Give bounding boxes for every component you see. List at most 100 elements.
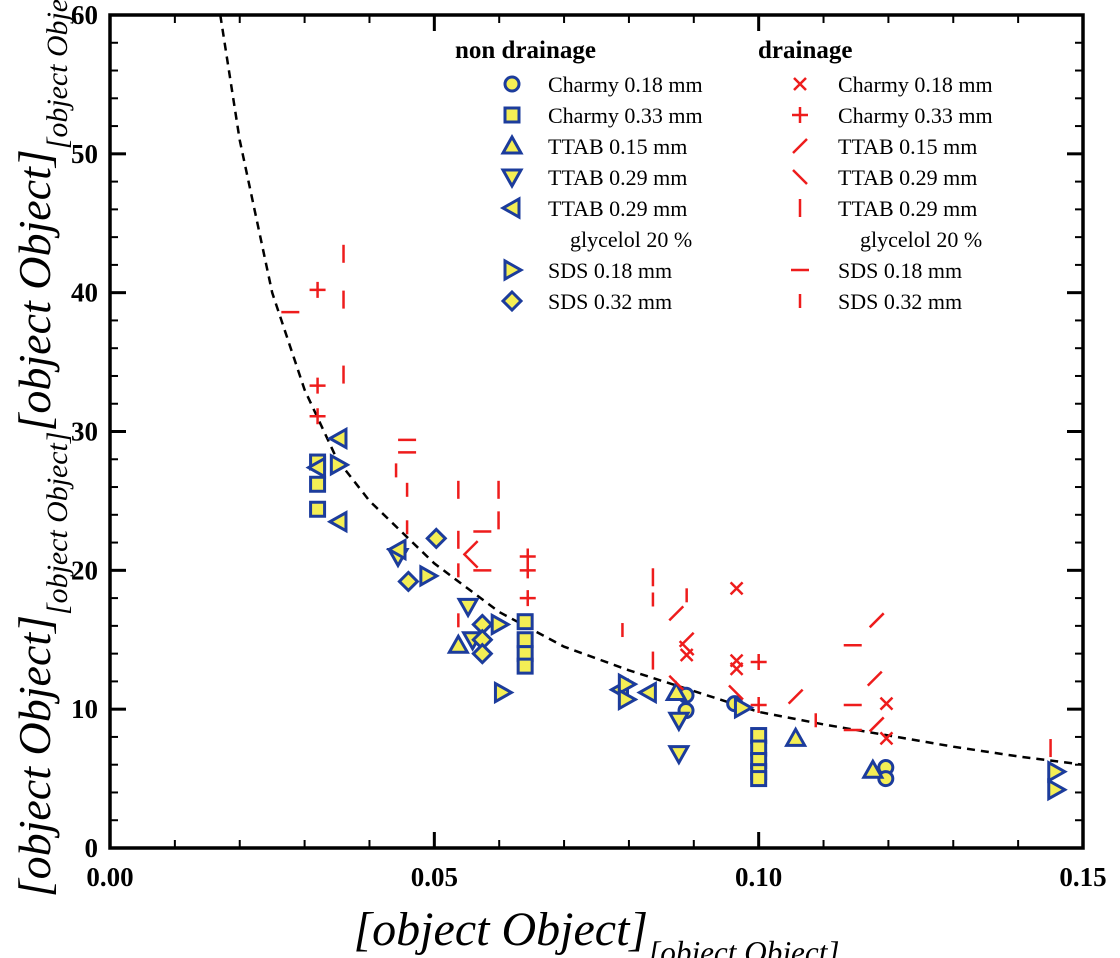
- marker: [326, 426, 348, 451]
- marker: [309, 281, 326, 298]
- legend-line: TTAB 0.29 mm: [838, 196, 977, 221]
- marker: [750, 770, 768, 788]
- marker: [305, 456, 327, 480]
- marker: [879, 731, 894, 746]
- y-axis-label-part: [object Object]: [41, 432, 74, 615]
- marker: [329, 453, 351, 477]
- y-tick-label: 50: [71, 139, 98, 169]
- legend-marker: [792, 138, 808, 154]
- x-tick-label: 0.10: [735, 862, 782, 892]
- marker: [733, 696, 755, 720]
- legend-title: drainage: [758, 37, 852, 64]
- marker: [490, 612, 512, 637]
- marker: [493, 680, 515, 705]
- marker: [385, 537, 407, 562]
- legend-marker: [500, 289, 524, 313]
- y-tick-label: 40: [71, 278, 98, 308]
- marker: [617, 672, 639, 696]
- legend-label: TTAB 0.15 mm: [548, 134, 687, 159]
- marker: [868, 716, 885, 733]
- legend-marker: [503, 75, 521, 93]
- marker: [397, 570, 420, 593]
- y-axis-label-part: [object Object]: [9, 615, 60, 897]
- legend-marker: [499, 196, 521, 220]
- legend-label: Charmy 0.18 mm: [548, 72, 703, 97]
- legend-label: Charmy 0.18 mm: [838, 72, 993, 97]
- marker: [519, 590, 536, 607]
- marker: [668, 674, 685, 691]
- legend-title: non drainage: [455, 37, 596, 64]
- legend-marker: [500, 133, 524, 155]
- legend-label: SDS 0.32 mm: [838, 289, 962, 314]
- legend-marker: [792, 169, 808, 185]
- x-axis-label-part: [object Object]: [354, 903, 649, 956]
- marker: [866, 670, 883, 687]
- y-tick-label: 20: [71, 555, 98, 585]
- marker: [1047, 760, 1068, 784]
- marker: [309, 475, 327, 493]
- marker: [617, 687, 639, 712]
- marker: [868, 612, 885, 629]
- legend-marker: [503, 258, 525, 282]
- legend-label: TTAB 0.29 mm glycelol 20 %: [838, 196, 982, 252]
- y-tick-label: 0: [85, 833, 99, 863]
- marker: [425, 527, 448, 550]
- marker: [516, 657, 534, 675]
- legend-label: TTAB 0.15 mm: [838, 134, 977, 159]
- marker: [667, 711, 691, 733]
- legend-label: SDS 0.18 mm: [548, 258, 672, 283]
- marker: [519, 548, 536, 565]
- marker: [664, 680, 688, 702]
- marker: [668, 605, 685, 622]
- marker: [456, 597, 480, 619]
- legend-line: TTAB 0.29 mm: [548, 196, 687, 221]
- marker: [1047, 778, 1068, 802]
- x-axis-label: [object Object][object Object]: [354, 903, 840, 958]
- plot-frame: [108, 13, 1085, 850]
- y-axis-label: [object Object][object Object][object Ob…: [9, 0, 74, 897]
- y-tick-label: 10: [71, 694, 98, 724]
- x-axis-label-part: [object Object]: [648, 935, 839, 958]
- y-axis-label-part: [object Object]: [41, 0, 74, 149]
- legend-label: Charmy 0.33 mm: [548, 103, 703, 128]
- x-tick-label: 0.15: [1059, 862, 1106, 892]
- legend-line: glycelol 20 %: [570, 227, 692, 252]
- marker: [787, 688, 804, 705]
- legend-marker: [793, 77, 807, 91]
- legend-marker: [792, 107, 808, 123]
- marker: [784, 726, 808, 747]
- marker: [462, 540, 479, 557]
- x-tick-label: 0.05: [411, 862, 458, 892]
- legend-label: TTAB 0.29 mm: [548, 165, 687, 190]
- marker: [729, 662, 744, 676]
- marker: [667, 745, 691, 766]
- marker: [678, 640, 695, 656]
- x-tick-label: 0.00: [86, 862, 133, 892]
- marker: [471, 642, 494, 665]
- marker: [728, 684, 744, 701]
- marker: [309, 377, 326, 394]
- legend-label: SDS 0.32 mm: [548, 289, 672, 314]
- marker: [636, 680, 657, 705]
- y-tick-label: 60: [71, 0, 98, 30]
- marker: [750, 697, 767, 714]
- legend-line: glycelol 20 %: [860, 227, 982, 252]
- legend-label: Charmy 0.33 mm: [838, 103, 993, 128]
- marker: [729, 581, 744, 596]
- legend-marker: [503, 106, 521, 124]
- y-tick-label: 30: [71, 417, 98, 447]
- legend-label: SDS 0.18 mm: [838, 258, 962, 283]
- y-axis-label-part: [object Object]: [9, 149, 60, 431]
- marker: [419, 564, 440, 588]
- legend-label: TTAB 0.29 mm: [838, 165, 977, 190]
- marker: [309, 500, 327, 518]
- marker: [309, 408, 326, 425]
- marker: [516, 631, 534, 649]
- marker: [446, 633, 470, 654]
- marker: [750, 653, 767, 670]
- marker: [516, 613, 534, 631]
- marker: [879, 696, 894, 711]
- legend-marker: [500, 168, 524, 190]
- marker: [326, 510, 348, 534]
